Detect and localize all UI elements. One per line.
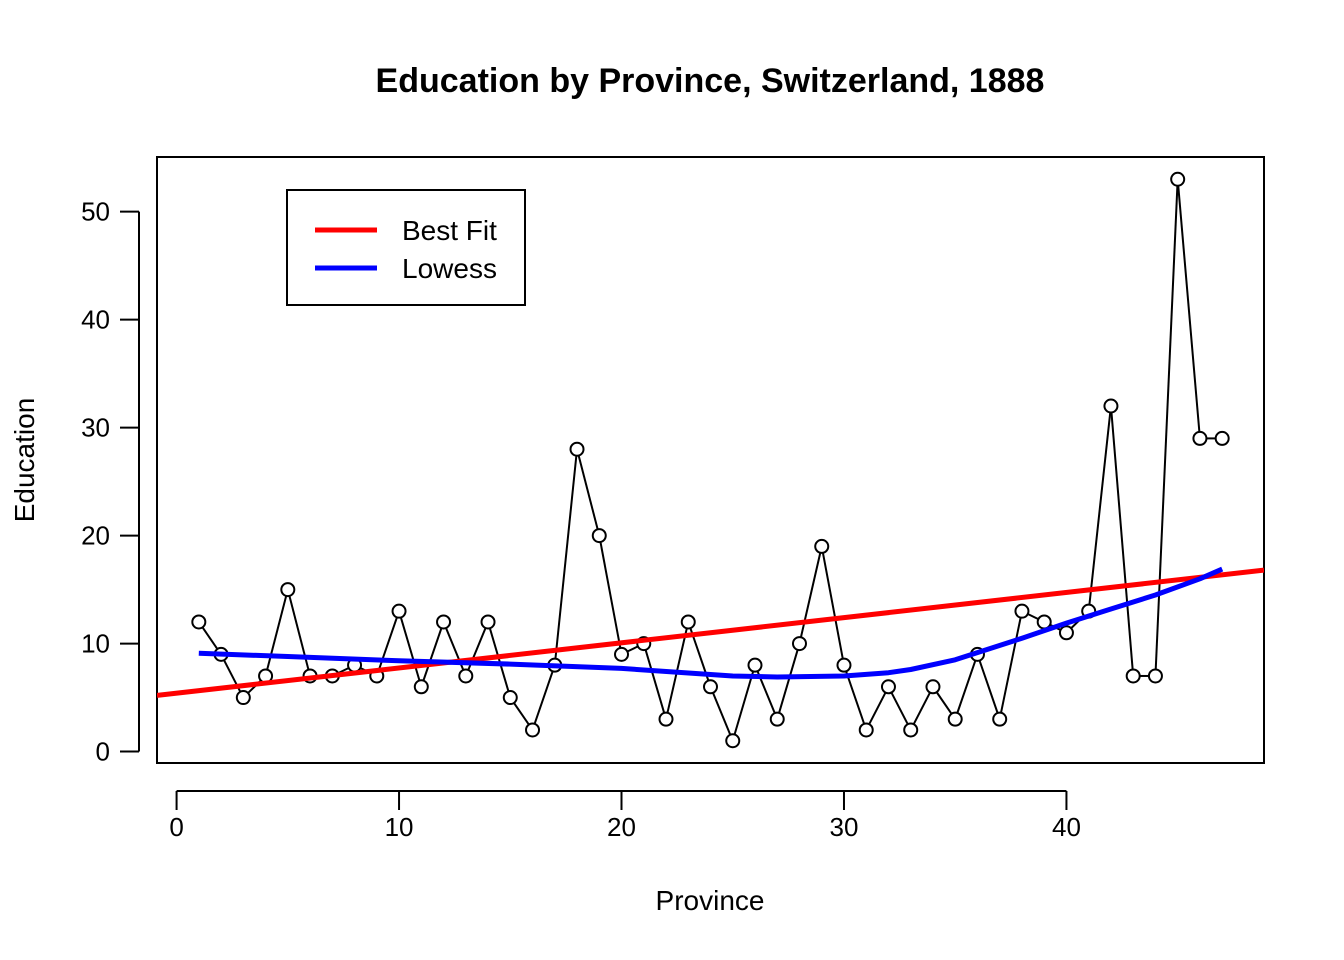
education-point: [1058, 625, 1074, 641]
education-line-segment: [1000, 617, 1022, 713]
education-line-segment: [626, 645, 639, 653]
y-axis: 0 10 20 30 40 50: [81, 197, 140, 767]
education-point: [791, 636, 807, 652]
education-point: [636, 636, 652, 652]
education-point: [191, 614, 207, 630]
education-point: [703, 679, 718, 695]
x-tick-label: 0: [169, 812, 183, 842]
y-tick-label: 30: [81, 413, 110, 443]
education-point: [1214, 430, 1230, 446]
legend-label-lowess: Lowess: [402, 253, 497, 284]
education-line-segment: [1110, 412, 1134, 670]
education-point: [436, 614, 452, 630]
education-point: [1170, 171, 1186, 187]
education-point: [925, 679, 941, 695]
education-point: [903, 722, 919, 738]
education-line-segment: [821, 552, 844, 659]
education-line-segment: [935, 691, 953, 715]
best-fit-line: [157, 567, 1264, 698]
y-axis-label: Education: [9, 398, 40, 523]
y-tick-label: 50: [81, 197, 110, 227]
education-point: [880, 679, 896, 695]
education-line-segment: [513, 702, 530, 726]
y-tick-label: 0: [96, 737, 110, 767]
legend-box: [286, 189, 526, 306]
education-line-segment: [599, 541, 622, 649]
education-line-segment: [1177, 185, 1201, 433]
education-line-segment: [912, 692, 931, 725]
x-tick-label: 20: [607, 812, 636, 842]
education-point: [280, 582, 296, 598]
education-point: [1014, 603, 1030, 619]
x-tick-label: 10: [385, 812, 414, 842]
education-point: [947, 711, 963, 727]
education-line-segment: [845, 670, 866, 725]
education-point: [1147, 668, 1163, 684]
education-line-segment: [399, 617, 421, 681]
y-tick-label: 10: [81, 629, 110, 659]
y-tick-label: 20: [81, 521, 110, 551]
x-axis-label: Province: [656, 885, 765, 916]
education-line-segment: [956, 660, 977, 714]
education-line-segment: [778, 649, 799, 714]
education-point: [769, 711, 785, 727]
education-point: [591, 528, 607, 544]
legend: Best Fit Lowess: [286, 189, 526, 306]
education-point: [725, 733, 741, 749]
education-point: [992, 711, 1008, 727]
education-line-segment: [577, 455, 599, 530]
education-point: [658, 711, 674, 727]
education-point: [858, 722, 874, 738]
education-point: [747, 657, 763, 673]
education-point: [569, 441, 585, 457]
education-point: [836, 657, 852, 673]
education-line-segment: [488, 627, 510, 692]
education-point: [502, 690, 518, 706]
x-tick-label: 30: [830, 812, 859, 842]
education-point: [1192, 430, 1208, 446]
x-tick-label: 40: [1052, 812, 1081, 842]
education-line-segment: [644, 649, 666, 714]
education-line-segment: [868, 692, 887, 725]
education-point: [235, 690, 251, 706]
education-line-segment: [422, 627, 443, 681]
education-line-segment: [890, 692, 909, 725]
legend-label-best-fit: Best Fit: [402, 215, 497, 246]
education-point: [525, 722, 541, 738]
education-point: [814, 538, 830, 554]
education-line-segment: [201, 626, 219, 650]
education-line-segment: [533, 670, 554, 725]
lowess-line: [198, 566, 1224, 680]
education-point: [391, 603, 407, 619]
education-line-segment: [1027, 613, 1039, 621]
plot-area-frame: [156, 156, 1265, 764]
education-line-segment: [733, 671, 755, 735]
series-layer: [157, 171, 1264, 749]
education-line-segment: [712, 692, 732, 736]
y-tick-label: 40: [81, 305, 110, 335]
education-line-segment: [554, 455, 578, 659]
education-line-segment: [978, 660, 999, 714]
education-point: [614, 646, 630, 662]
education-point: [1103, 398, 1119, 414]
education-line-segment: [1088, 412, 1112, 605]
education-point: [458, 668, 474, 684]
education-point: [413, 679, 429, 695]
x-axis: 0 10 20 30 40: [169, 790, 1081, 842]
education-point: [680, 614, 696, 630]
chart-title: Education by Province, Switzerland, 1888: [376, 62, 1045, 100]
education-line-segment: [1154, 185, 1179, 670]
education-point: [480, 614, 496, 630]
education-point: [1125, 668, 1141, 684]
